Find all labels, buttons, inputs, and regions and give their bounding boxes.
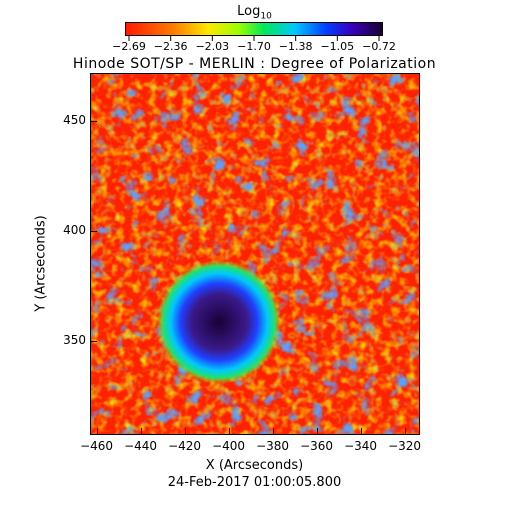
y-tick-label: 400 <box>63 222 86 237</box>
x-tick-label: −420 <box>168 439 202 453</box>
x-tick-label: −320 <box>388 439 422 453</box>
y-tick-mark <box>91 121 97 123</box>
colorbar-tick-label: −2.36 <box>153 40 188 53</box>
y-tick-mark <box>91 340 97 342</box>
y-axis-label: Y (Arcseconds) <box>33 215 49 312</box>
x-tick-label: −440 <box>124 439 158 453</box>
observation-date: 24-Feb-2017 01:00:05.800 <box>167 475 342 490</box>
polarization-map <box>90 73 420 435</box>
colorbar-tick-label: −1.38 <box>278 40 313 53</box>
x-tick-mark <box>360 428 362 434</box>
x-tick-label: −340 <box>344 439 378 453</box>
polarization-map-image <box>91 74 419 434</box>
colorbar-tick-label: −0.72 <box>362 40 396 53</box>
x-tick-label: −400 <box>212 439 246 453</box>
x-tick-mark <box>184 428 186 434</box>
sunspot <box>157 260 281 384</box>
plot-title: Hinode SOT/SP - MERLIN : Degree of Polar… <box>72 56 437 72</box>
map-texture-blue <box>91 74 419 434</box>
colorbar-tick-label: −2.03 <box>195 40 230 53</box>
colorbar <box>125 22 383 36</box>
x-tick-label: −360 <box>300 439 334 453</box>
colorbar-tick-label: −2.69 <box>112 40 146 53</box>
colorbar-tick-label: −1.70 <box>237 40 271 53</box>
y-tick-label: 450 <box>63 113 86 128</box>
y-tick-mark <box>91 230 97 232</box>
x-tick-mark <box>96 428 98 434</box>
x-axis-label: X (Arcseconds) <box>205 458 304 473</box>
colorbar-ticks <box>128 36 380 41</box>
x-tick-mark <box>140 428 142 434</box>
x-tick-label: −460 <box>80 439 114 453</box>
x-tick-label: −380 <box>256 439 290 453</box>
colorbar-tick-labels: −2.69 −2.36 −2.03 −1.70 −1.38 −1.05 −0.72 <box>104 40 404 54</box>
y-tick-label: 350 <box>63 332 86 347</box>
colorbar-tick-label: −1.05 <box>320 40 355 53</box>
colorbar-title: Log10 <box>237 4 272 22</box>
x-tick-mark <box>316 428 318 434</box>
x-tick-mark <box>228 428 230 434</box>
x-tick-mark <box>272 428 274 434</box>
x-tick-mark <box>404 428 406 434</box>
